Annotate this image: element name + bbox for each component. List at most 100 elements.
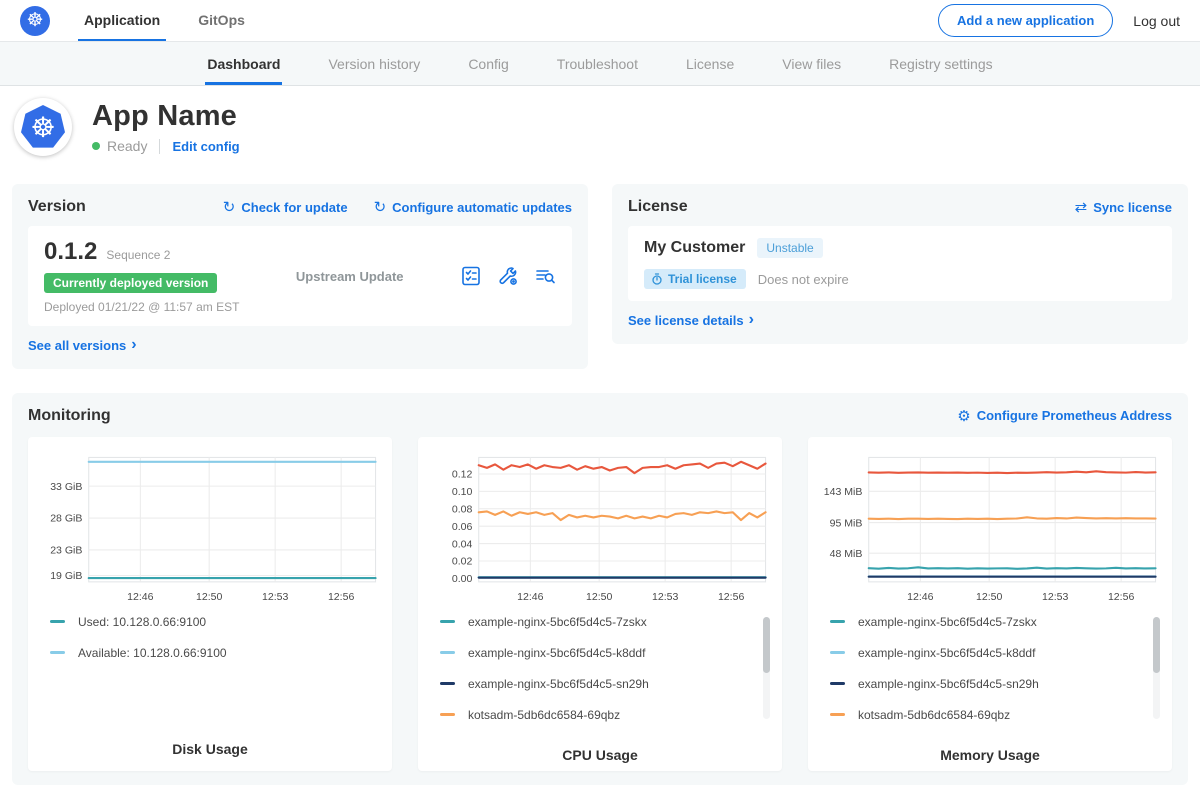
chart-title: CPU Usage xyxy=(426,739,774,765)
svg-text:12:53: 12:53 xyxy=(262,590,288,602)
deployed-timestamp: Deployed 01/21/22 @ 11:57 am EST xyxy=(44,300,239,314)
kubernetes-icon: ☸ xyxy=(26,9,43,32)
svg-text:0.10: 0.10 xyxy=(452,486,473,498)
license-panel: My Customer Unstable Trial license Does … xyxy=(628,226,1172,301)
chart-title: Disk Usage xyxy=(36,733,384,759)
disk-usage-chart: 12:4612:5012:5312:5619 GiB23 GiB28 GiB33… xyxy=(36,449,384,607)
legend-color-dash xyxy=(440,620,455,623)
svg-text:12:56: 12:56 xyxy=(718,590,744,602)
brand-logo[interactable]: ☸ xyxy=(20,0,50,41)
legend-item[interactable]: Used: 10.128.0.66:9100 xyxy=(50,615,364,629)
legend-color-dash xyxy=(830,620,845,623)
legend-color-dash xyxy=(50,620,65,623)
version-number: 0.1.2 xyxy=(44,238,97,266)
svg-text:12:50: 12:50 xyxy=(586,590,612,602)
legend-item[interactable]: kotsadm-5db6dc6584-69qbz xyxy=(440,708,754,722)
svg-text:0.12: 0.12 xyxy=(452,468,473,480)
svg-text:19 GiB: 19 GiB xyxy=(50,570,82,582)
current-version-panel: 0.1.2 Sequence 2 Currently deployed vers… xyxy=(28,226,572,326)
status-dot xyxy=(92,142,100,150)
legend-color-dash xyxy=(830,682,845,685)
memory-usage-legend: example-nginx-5bc6f5d4c5-7zskx example-ng… xyxy=(830,615,1164,739)
legend-item[interactable]: Available: 10.128.0.66:9100 xyxy=(50,646,364,660)
config-wrench-icon[interactable] xyxy=(497,265,519,287)
disk-usage-legend: Used: 10.128.0.66:9100 Available: 10.128.… xyxy=(50,615,384,677)
legend-color-dash xyxy=(50,651,65,654)
legend-item[interactable]: example-nginx-5bc6f5d4c5-sn29h xyxy=(440,677,754,691)
topnav-item-application[interactable]: Application xyxy=(78,0,166,41)
legend-scrollbar[interactable] xyxy=(763,617,770,719)
legend-label: example-nginx-5bc6f5d4c5-7zskx xyxy=(858,615,1037,629)
chevron-right-icon: › xyxy=(131,337,136,353)
app-avatar: ☸ xyxy=(14,98,72,156)
gear-icon: ⚙ xyxy=(957,407,970,425)
memory-usage-chart-panel: 12:4612:5012:5312:5648 MiB95 MiB143 MiB … xyxy=(808,437,1172,771)
legend-item[interactable]: kotsadm-5db6dc6584-69qbz xyxy=(830,708,1144,722)
svg-text:95 MiB: 95 MiB xyxy=(830,517,863,529)
cpu-usage-chart-panel: 12:4612:5012:5312:560.000.020.040.060.08… xyxy=(418,437,782,771)
kubernetes-app-icon: ☸ xyxy=(30,111,55,144)
scrollbar-thumb[interactable] xyxy=(763,617,770,673)
legend-label: kotsadm-5db6dc6584-69qbz xyxy=(858,708,1010,722)
tab-config[interactable]: Config xyxy=(466,42,510,85)
scrollbar-thumb[interactable] xyxy=(1153,617,1160,673)
preflight-checks-icon[interactable] xyxy=(460,265,482,287)
svg-text:12:46: 12:46 xyxy=(517,590,543,602)
legend-label: example-nginx-5bc6f5d4c5-sn29h xyxy=(468,677,649,691)
see-license-details-link[interactable]: See license details › xyxy=(628,312,754,328)
legend-color-dash xyxy=(830,713,845,716)
edit-config-link[interactable]: Edit config xyxy=(172,139,239,154)
app-subnav: Dashboard Version history Config Troublesho… xyxy=(0,42,1200,86)
legend-item[interactable]: example-nginx-5bc6f5d4c5-7zskx xyxy=(440,615,754,629)
check-for-update-link[interactable]: ↻ Check for update xyxy=(223,198,348,216)
legend-label: Used: 10.128.0.66:9100 xyxy=(78,615,206,629)
topnav-items: Application GitOps xyxy=(78,0,277,41)
view-diff-log-icon[interactable] xyxy=(534,265,556,287)
license-type-badge: Trial license xyxy=(644,269,746,289)
app-header: ☸ App Name Ready Edit config xyxy=(0,86,1200,170)
configure-prometheus-link[interactable]: ⚙ Configure Prometheus Address xyxy=(957,407,1172,425)
legend-color-dash xyxy=(830,651,845,654)
version-sequence: Sequence 2 xyxy=(106,248,170,262)
chart-title: Memory Usage xyxy=(816,739,1164,765)
add-new-application-button[interactable]: Add a new application xyxy=(938,4,1113,37)
cpu-usage-legend: example-nginx-5bc6f5d4c5-7zskx example-ng… xyxy=(440,615,774,739)
stopwatch-icon xyxy=(651,273,663,285)
legend-color-dash xyxy=(440,713,455,716)
top-navbar: ☸ Application GitOps Add a new applicatio… xyxy=(0,0,1200,42)
tab-version-history[interactable]: Version history xyxy=(326,42,422,85)
legend-item[interactable]: example-nginx-5bc6f5d4c5-k8ddf xyxy=(830,646,1144,660)
legend-label: example-nginx-5bc6f5d4c5-7zskx xyxy=(468,615,647,629)
legend-item[interactable]: example-nginx-5bc6f5d4c5-k8ddf xyxy=(440,646,754,660)
legend-color-dash xyxy=(440,682,455,685)
sync-license-link[interactable]: ⇄ Sync license xyxy=(1075,198,1172,216)
tab-troubleshoot[interactable]: Troubleshoot xyxy=(555,42,640,85)
license-card: License ⇄ Sync license My Customer Unsta… xyxy=(612,184,1188,344)
tab-dashboard[interactable]: Dashboard xyxy=(205,42,282,85)
svg-text:33 GiB: 33 GiB xyxy=(50,480,82,492)
configure-automatic-updates-link[interactable]: ↻ Configure automatic updates xyxy=(374,198,572,216)
legend-scrollbar[interactable] xyxy=(1153,617,1160,719)
legend-item[interactable]: example-nginx-5bc6f5d4c5-7zskx xyxy=(830,615,1144,629)
svg-text:48 MiB: 48 MiB xyxy=(830,547,863,559)
svg-text:143 MiB: 143 MiB xyxy=(824,486,863,498)
svg-text:12:56: 12:56 xyxy=(328,590,354,602)
tab-license[interactable]: License xyxy=(684,42,736,85)
legend-label: example-nginx-5bc6f5d4c5-k8ddf xyxy=(858,646,1035,660)
see-all-versions-link[interactable]: See all versions › xyxy=(28,337,137,353)
topnav-item-gitops[interactable]: GitOps xyxy=(192,0,251,41)
cpu-usage-chart: 12:4612:5012:5312:560.000.020.040.060.08… xyxy=(426,449,774,607)
logout-button[interactable]: Log out xyxy=(1133,13,1180,29)
tab-view-files[interactable]: View files xyxy=(780,42,843,85)
monitoring-card: Monitoring ⚙ Configure Prometheus Addres… xyxy=(12,393,1188,785)
memory-usage-chart: 12:4612:5012:5312:5648 MiB95 MiB143 MiB xyxy=(816,449,1164,607)
disk-usage-chart-panel: 12:4612:5012:5312:5619 GiB23 GiB28 GiB33… xyxy=(28,437,392,771)
legend-label: example-nginx-5bc6f5d4c5-sn29h xyxy=(858,677,1039,691)
svg-text:12:53: 12:53 xyxy=(652,590,678,602)
svg-text:28 GiB: 28 GiB xyxy=(50,512,82,524)
page-title: App Name xyxy=(92,100,240,133)
tab-registry-settings[interactable]: Registry settings xyxy=(887,42,994,85)
channel-badge: Unstable xyxy=(757,238,822,258)
subnav-tabs: Dashboard Version history Config Troublesho… xyxy=(183,42,1016,85)
legend-item[interactable]: example-nginx-5bc6f5d4c5-sn29h xyxy=(830,677,1144,691)
